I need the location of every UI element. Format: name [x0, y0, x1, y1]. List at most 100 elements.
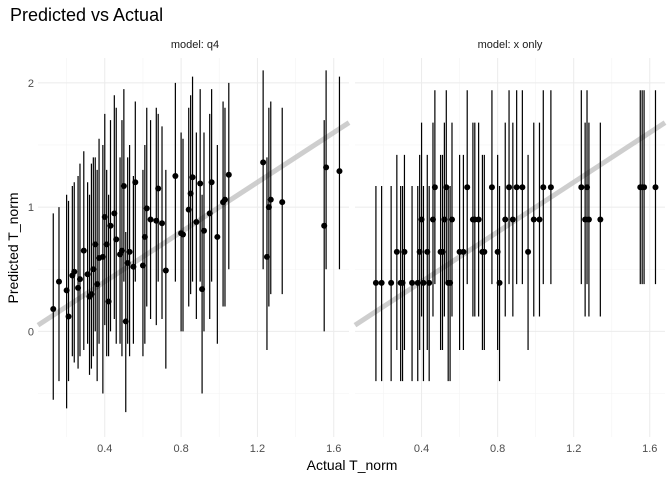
point-marker	[502, 216, 509, 223]
data-point	[431, 90, 438, 285]
point-marker	[547, 184, 554, 191]
point-marker	[279, 199, 286, 206]
panel-grid-x-only	[355, 58, 665, 437]
point-marker	[513, 184, 520, 191]
point-marker	[426, 279, 433, 286]
data-point	[460, 154, 467, 351]
x-tick-label: 1.2	[566, 443, 581, 455]
point-marker	[652, 184, 659, 191]
data-point	[193, 132, 200, 319]
data-point	[71, 182, 78, 363]
point-marker	[525, 248, 532, 255]
data-point	[113, 107, 120, 344]
point-marker	[214, 233, 221, 240]
point-marker	[107, 222, 114, 229]
data-point	[388, 185, 395, 382]
data-point	[513, 90, 520, 285]
data-point	[506, 90, 513, 285]
x-tick-label: 1.6	[642, 443, 657, 455]
data-point	[208, 89, 215, 282]
data-point	[372, 185, 379, 382]
reference-line	[36, 120, 351, 328]
point-marker	[208, 179, 215, 186]
data-point	[547, 90, 554, 285]
panel-strip-label-x-only: model: x only	[478, 39, 543, 51]
data-point	[260, 70, 267, 270]
point-marker	[464, 184, 471, 191]
point-marker	[506, 184, 513, 191]
point-marker	[519, 184, 526, 191]
data-point	[221, 107, 228, 307]
point-marker	[193, 219, 200, 226]
data-point	[126, 144, 133, 357]
point-marker	[180, 231, 187, 238]
point-marker	[159, 220, 166, 227]
y-tick-label: 0	[28, 326, 34, 338]
data-point	[597, 122, 604, 317]
x-tick-label: 0.8	[490, 443, 505, 455]
data-point	[159, 126, 166, 319]
panel-marks-q4	[50, 70, 343, 413]
panel-marks-x-only	[372, 90, 659, 382]
point-marker	[172, 173, 179, 180]
point-marker	[113, 236, 120, 243]
point-marker	[540, 184, 547, 191]
data-point	[155, 113, 162, 282]
panel-strip-label-q4: model: q4	[171, 39, 219, 51]
point-marker	[260, 159, 267, 166]
data-point	[652, 90, 659, 285]
point-marker	[189, 174, 196, 181]
data-point	[172, 82, 179, 282]
point-marker	[378, 279, 385, 286]
data-point	[496, 185, 503, 382]
point-marker	[143, 205, 150, 212]
data-point	[323, 70, 330, 270]
data-point	[80, 151, 87, 351]
point-marker	[481, 248, 488, 255]
point-marker	[393, 248, 400, 255]
data-point	[378, 185, 385, 382]
panel-q4: model: q4	[36, 39, 351, 437]
point-marker	[197, 180, 204, 187]
point-marker	[225, 171, 232, 178]
data-point	[641, 90, 648, 285]
point-marker	[496, 279, 503, 286]
point-marker	[71, 268, 78, 275]
data-point	[525, 154, 532, 351]
point-marker	[641, 184, 648, 191]
point-marker	[420, 279, 427, 286]
point-marker	[147, 216, 154, 223]
x-axis-title: Actual T_norm	[307, 457, 398, 473]
data-point	[65, 200, 72, 382]
x-tick-label: 0.4	[97, 443, 112, 455]
point-marker	[475, 216, 482, 223]
data-point	[55, 207, 62, 382]
point-marker	[162, 267, 169, 274]
data-point	[132, 101, 139, 282]
point-marker	[388, 279, 395, 286]
data-point	[578, 90, 585, 285]
data-point	[540, 90, 547, 285]
point-marker	[578, 184, 585, 191]
point-marker	[267, 196, 274, 203]
point-marker	[200, 227, 207, 234]
data-point	[585, 122, 592, 317]
x-tick-label: 1.2	[250, 443, 265, 455]
chart-title: Predicted vs Actual	[10, 5, 163, 25]
data-point	[180, 138, 187, 332]
data-point	[409, 185, 416, 382]
data-point	[214, 144, 221, 344]
data-point	[509, 122, 516, 317]
point-marker	[65, 313, 72, 320]
panel-x-only: model: x only	[353, 39, 667, 437]
data-point	[519, 90, 526, 285]
point-marker	[55, 278, 62, 285]
data-point	[197, 89, 204, 282]
point-marker	[372, 279, 379, 286]
point-marker	[409, 279, 416, 286]
x-tick-label: 0.4	[414, 443, 429, 455]
point-marker	[80, 247, 87, 254]
data-point	[448, 122, 455, 317]
point-marker	[126, 248, 133, 255]
